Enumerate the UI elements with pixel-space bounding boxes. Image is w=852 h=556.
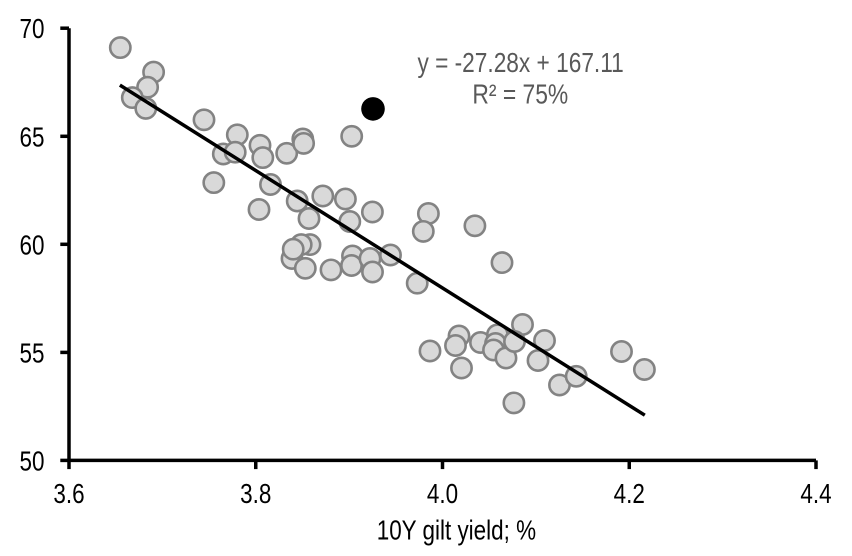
svg-text:y = -27.28x + 167.11: y = -27.28x + 167.11: [417, 48, 623, 78]
svg-text:10Y gilt yield; %: 10Y gilt yield; %: [377, 515, 536, 546]
svg-text:4.2: 4.2: [614, 479, 645, 510]
svg-text:4.0: 4.0: [427, 479, 458, 510]
svg-text:3.8: 3.8: [240, 479, 271, 510]
svg-text:70: 70: [20, 14, 45, 45]
svg-text:50: 50: [20, 446, 45, 477]
svg-text:R² = 75%: R² = 75%: [472, 79, 568, 109]
svg-text:4.4: 4.4: [800, 479, 831, 510]
svg-text:3.6: 3.6: [53, 479, 84, 510]
svg-text:65: 65: [20, 122, 45, 153]
svg-text:60: 60: [20, 230, 45, 261]
svg-text:55: 55: [20, 338, 45, 369]
